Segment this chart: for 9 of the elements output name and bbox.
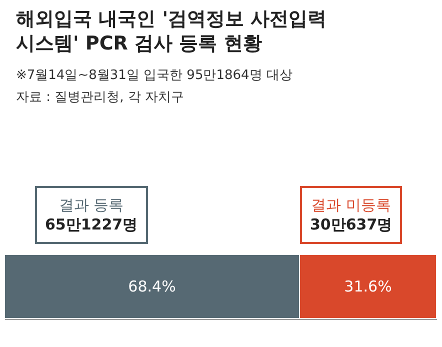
text: 자료 : 질병관리청, 각 자치구 (16, 90, 184, 105)
data-label: 31.6% (344, 278, 392, 296)
text: 결과 등록 (58, 196, 124, 214)
text: 65만1227명 (45, 216, 138, 234)
chart-title: 해외입국 내국인 '검역정보 사전입력 시스템' PCR 검사 등록 현황 (16, 8, 327, 55)
text: 30만637명 (310, 216, 392, 234)
data-label: 68.4% (128, 278, 176, 296)
text: 결과 미등록 (311, 196, 391, 214)
chart-subtitle: ※7월14일~8월31일 입국한 95만1864명 대상 (16, 68, 292, 83)
